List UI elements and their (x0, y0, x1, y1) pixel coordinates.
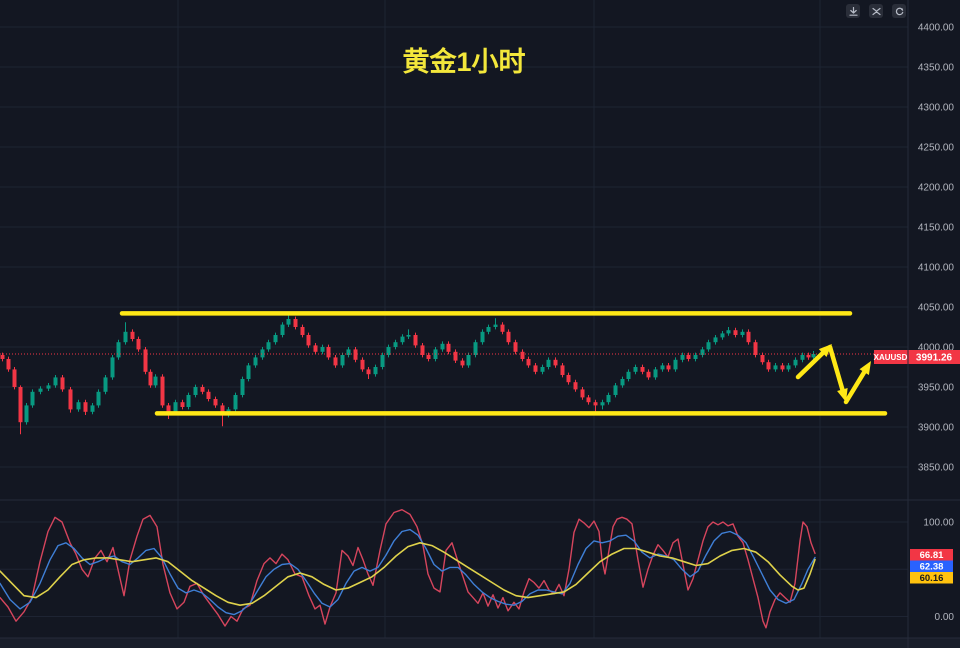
price-axis-label: 3850.00 (918, 463, 955, 474)
price-axis-label: 3900.00 (918, 423, 955, 434)
forecast-arrow-2 (827, 344, 846, 395)
expand-icon (871, 7, 881, 15)
forecast-arrowhead-3 (859, 361, 871, 375)
price-axis-label: 4050.00 (918, 303, 955, 314)
candles (0, 314, 816, 435)
time-axis-bar (0, 638, 960, 648)
symbol-label: XAUUSD (874, 353, 908, 362)
forecast-arrow-1 (795, 348, 828, 380)
osc-axis-label: 0.00 (935, 612, 955, 623)
osc-axis-label: 100.00 (923, 518, 954, 529)
oscillator-line-signal (0, 528, 816, 616)
price-axis-label: 4250.00 (918, 143, 955, 154)
symbol-label-bg (874, 350, 908, 364)
forecast-arrowhead-2 (837, 387, 848, 402)
price-axis-label: 4300.00 (918, 103, 955, 114)
last-price-label: 3991.26 (916, 353, 953, 364)
forecast-arrow-3 (843, 367, 869, 405)
price-axis-label: 4350.00 (918, 63, 955, 74)
last-price-label-bg (908, 350, 960, 364)
chart-toolbar (846, 4, 906, 18)
price-axis-label: 4400.00 (918, 23, 955, 34)
osc-value-label: 66.81 (920, 550, 944, 561)
osc-value-label-bg (910, 560, 953, 572)
osc-value-label-bg (910, 572, 953, 584)
scroll-to-latest-button[interactable] (846, 4, 860, 18)
osc-value-label-bg (910, 549, 953, 561)
price-axis-label: 3950.00 (918, 383, 955, 394)
price-axis-label: 4100.00 (918, 263, 955, 274)
reset-view-button[interactable] (892, 4, 906, 18)
price-axis-label: 4200.00 (918, 183, 955, 194)
refresh-icon (895, 7, 903, 15)
arrow-down-icon (848, 6, 858, 16)
oscillator-line-fast (0, 509, 816, 629)
price-axis-label: 4150.00 (918, 223, 955, 234)
maximize-pane-button[interactable] (869, 4, 883, 18)
chart-title: 黄金1小时 (402, 46, 525, 77)
osc-value-label: 60.16 (920, 573, 944, 584)
oscillator-line-slow (0, 541, 816, 607)
price-axis-label: 4000.00 (918, 343, 955, 354)
osc-value-label: 62.38 (920, 562, 944, 573)
